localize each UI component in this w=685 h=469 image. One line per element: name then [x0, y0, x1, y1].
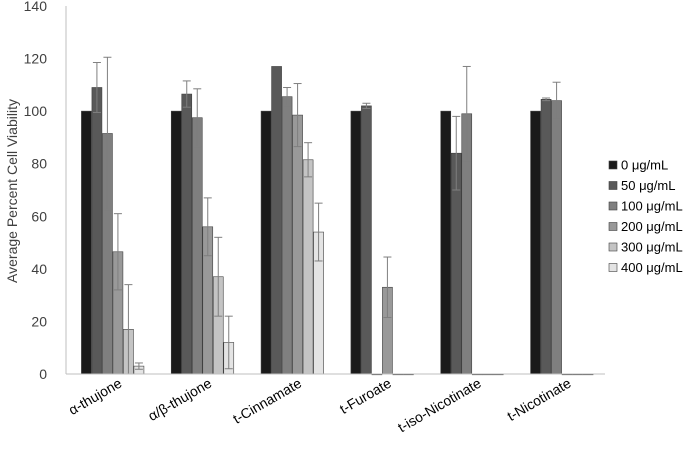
y-tick-label: 100 — [24, 103, 48, 119]
bar — [551, 100, 562, 375]
x-tick-label: t-Cinnamate — [230, 375, 304, 427]
y-axis-label: Average Percent Cell Viability — [4, 99, 20, 283]
y-axis-ticks: 0 20 40 60 80 100 120 140 — [24, 0, 48, 382]
legend-label: 100 μg/mL — [621, 199, 683, 214]
bar — [540, 99, 552, 375]
y-tick-label: 20 — [31, 313, 47, 329]
bar — [350, 110, 362, 375]
x-axis-labels: α-thujone α/β-thujone t-Cinnamate t-Furoate… — [66, 375, 574, 436]
x-tick-label: t-Nicotinate — [504, 375, 574, 424]
bar — [91, 87, 103, 375]
bar — [292, 114, 303, 375]
bar — [440, 110, 452, 375]
y-tick-label: 0 — [39, 366, 47, 382]
y-tick-label: 80 — [31, 156, 47, 172]
x-tick-label: t-iso-Nicotinate — [395, 375, 484, 436]
error-bars — [92, 56, 561, 375]
legend-label: 0 μg/mL — [621, 158, 668, 173]
legend-label: 200 μg/mL — [621, 219, 683, 234]
bar — [271, 66, 282, 375]
legend-swatch — [608, 160, 618, 170]
legend-label: 50 μg/mL — [621, 178, 675, 193]
x-tick-label: α-thujone — [66, 375, 125, 418]
y-tick-label: 60 — [31, 208, 47, 224]
bar — [530, 110, 541, 375]
bar — [81, 110, 92, 375]
bar — [191, 117, 203, 375]
x-tick-label: α/β-thujone — [145, 375, 214, 424]
bar — [281, 96, 293, 375]
bars — [81, 66, 594, 376]
bar — [181, 93, 193, 375]
bar — [361, 105, 372, 375]
legend-swatch — [608, 263, 618, 272]
legend-swatch — [608, 222, 618, 231]
legend-label: 300 μg/mL — [621, 240, 683, 255]
legend: 0 μg/mL 50 μg/mL 100 μg/mL 200 μg/mL 300 μg/… — [608, 158, 683, 275]
bar — [260, 110, 272, 375]
y-tick-label: 140 — [24, 0, 48, 14]
legend-label: 400 μg/mL — [621, 260, 683, 275]
y-tick-label: 120 — [24, 51, 48, 67]
y-tick-label: 40 — [31, 261, 47, 277]
bar — [302, 159, 314, 375]
bar — [170, 110, 182, 375]
x-tick-label: t-Furoate — [337, 375, 394, 417]
legend-swatch — [608, 242, 618, 252]
legend-swatch — [608, 201, 618, 211]
legend-swatch — [608, 181, 618, 190]
